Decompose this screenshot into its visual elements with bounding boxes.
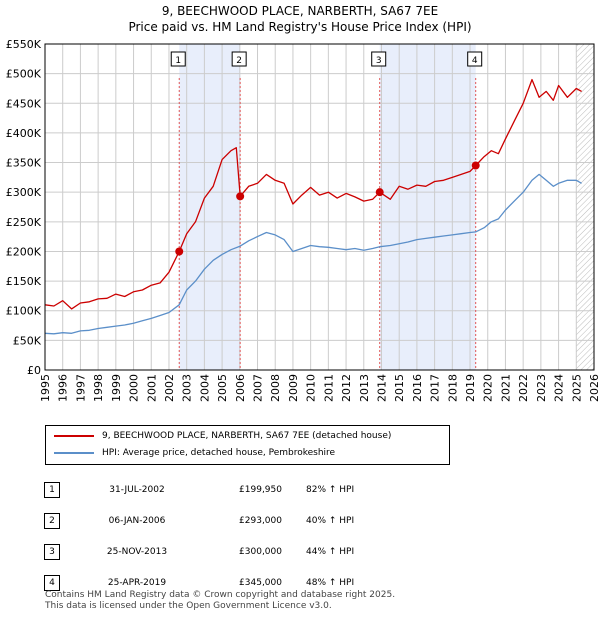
- chart-subtitle: Price paid vs. HM Land Registry's House …: [128, 20, 472, 34]
- sale-point: [375, 188, 384, 197]
- x-tick-label: 2004: [198, 374, 211, 402]
- sale-date: 06-JAN-2006: [108, 515, 166, 526]
- x-tick-label: 2025: [570, 374, 583, 402]
- x-tick-label: 2013: [358, 374, 371, 402]
- y-tick-label: £250K: [6, 216, 42, 229]
- sale-row: 3 25-NOV-2013 £300,000 44% ↑ HPI: [44, 536, 426, 567]
- x-tick-label: 2014: [375, 374, 388, 402]
- x-tick-label: 2011: [322, 374, 335, 402]
- x-tick-label: 2010: [305, 374, 318, 402]
- x-tick-label: 2001: [145, 374, 158, 402]
- sale-number: 1: [44, 481, 60, 498]
- sale-hpi-change: 40% ↑ HPI: [306, 515, 355, 526]
- x-tick-label: 2018: [446, 374, 459, 402]
- sale-date: 31-JUL-2002: [109, 484, 165, 495]
- sale-point: [175, 247, 184, 256]
- x-tick-label: 2019: [464, 374, 477, 402]
- sale-row: 1 31-JUL-2002 £199,950 82% ↑ HPI: [44, 474, 426, 505]
- sale-hpi-change: 48% ↑ HPI: [306, 577, 355, 588]
- x-tick-label: 2020: [482, 374, 495, 402]
- sale-price: £293,000: [239, 515, 282, 526]
- sale-number: 2: [44, 512, 60, 529]
- sale-point: [236, 192, 245, 201]
- y-tick-label: £100K: [6, 305, 42, 318]
- chart-title: 9, BEECHWOOD PLACE, NARBERTH, SA67 7EE: [161, 4, 439, 18]
- x-tick-label: 2016: [411, 374, 424, 402]
- x-tick-label: 1998: [92, 374, 105, 402]
- legend-item-property: 9, BEECHWOOD PLACE, NARBERTH, SA67 7EE (…: [54, 428, 391, 444]
- sale-price: £300,000: [239, 546, 282, 557]
- y-tick-label: £450K: [6, 97, 42, 110]
- x-tick-label: 2026: [588, 374, 600, 402]
- copyright-notice: Contains HM Land Registry data © Crown c…: [45, 590, 396, 600]
- licence-notice: This data is licensed under the Open Gov…: [45, 601, 332, 611]
- x-tick-label: 2021: [499, 374, 512, 402]
- sale-label: 4: [472, 56, 478, 66]
- legend: 9, BEECHWOOD PLACE, NARBERTH, SA67 7EE (…: [45, 425, 450, 465]
- y-tick-label: £300K: [6, 186, 42, 199]
- sale-label: 3: [376, 56, 382, 66]
- sale-label-box: [170, 51, 186, 67]
- x-tick-label: 2015: [393, 374, 406, 402]
- x-tick-label: 1997: [74, 374, 87, 402]
- forecast-hatch: [576, 44, 594, 370]
- legend-label-hpi: HPI: Average price, detached house, Pemb…: [102, 448, 336, 458]
- sale-label: 2: [236, 56, 242, 66]
- sale-number: 4: [44, 574, 60, 591]
- x-tick-label: 2002: [163, 374, 176, 402]
- x-tick-label: 2005: [216, 374, 229, 402]
- y-tick-label: £500K: [6, 68, 42, 81]
- x-tick-label: 2023: [535, 374, 548, 402]
- sale-row: 4 25-APR-2019 £345,000 48% ↑ HPI: [44, 567, 426, 598]
- y-tick-label: £0: [27, 364, 41, 377]
- x-tick-label: 1996: [57, 374, 70, 402]
- x-tick-label: 1999: [110, 374, 123, 402]
- legend-label-property: 9, BEECHWOOD PLACE, NARBERTH, SA67 7EE (…: [102, 431, 392, 441]
- legend-swatch-hpi: [54, 451, 94, 454]
- x-tick-label: 2007: [252, 374, 265, 402]
- sale-label: 1: [175, 56, 181, 66]
- y-tick-label: £350K: [6, 157, 42, 170]
- sale-label-box: [231, 51, 247, 67]
- x-tick-label: 2017: [429, 374, 442, 402]
- x-tick-label: 2012: [340, 374, 353, 402]
- sale-point: [471, 161, 480, 170]
- sale-hpi-change: 44% ↑ HPI: [306, 546, 355, 557]
- x-tick-label: 2000: [128, 374, 141, 402]
- x-tick-label: 1995: [39, 374, 52, 402]
- x-tick-label: 2024: [553, 374, 566, 402]
- sale-price: £199,950: [239, 484, 282, 495]
- sale-price: £345,000: [239, 577, 282, 588]
- sale-label-box: [467, 51, 483, 67]
- legend-item-hpi: HPI: Average price, detached house, Pemb…: [54, 445, 335, 461]
- y-tick-label: £50K: [13, 334, 42, 347]
- sale-hpi-change: 82% ↑ HPI: [306, 484, 355, 495]
- property-price-line: [44, 78, 582, 310]
- shaded-range: [379, 44, 476, 370]
- x-tick-label: 2009: [287, 374, 300, 402]
- x-tick-label: 2022: [517, 374, 530, 402]
- shaded-range: [179, 44, 241, 370]
- x-tick-label: 2008: [269, 374, 282, 402]
- y-tick-label: £150K: [6, 275, 42, 288]
- sale-date: 25-NOV-2013: [106, 546, 168, 557]
- sales-table: 1 31-JUL-2002 £199,950 82% ↑ HPI 2 06-JA…: [44, 474, 426, 598]
- y-tick-label: £550K: [6, 38, 42, 51]
- y-tick-label: £200K: [6, 245, 42, 258]
- legend-swatch-property: [54, 434, 94, 437]
- x-tick-label: 2006: [234, 374, 247, 402]
- sale-row: 2 06-JAN-2006 £293,000 40% ↑ HPI: [44, 505, 426, 536]
- sale-label-box: [371, 51, 387, 67]
- plot-frame: [44, 43, 595, 371]
- sale-number: 3: [44, 543, 60, 560]
- x-tick-label: 2003: [181, 374, 194, 402]
- sale-date: 25-APR-2019: [107, 577, 167, 588]
- hpi-line: [44, 173, 582, 335]
- price-chart: 1 2 3 4 £0 £50K £100K £150K £200K £250K £300K £350K…: [6, 38, 600, 402]
- y-tick-label: £400K: [6, 127, 42, 140]
